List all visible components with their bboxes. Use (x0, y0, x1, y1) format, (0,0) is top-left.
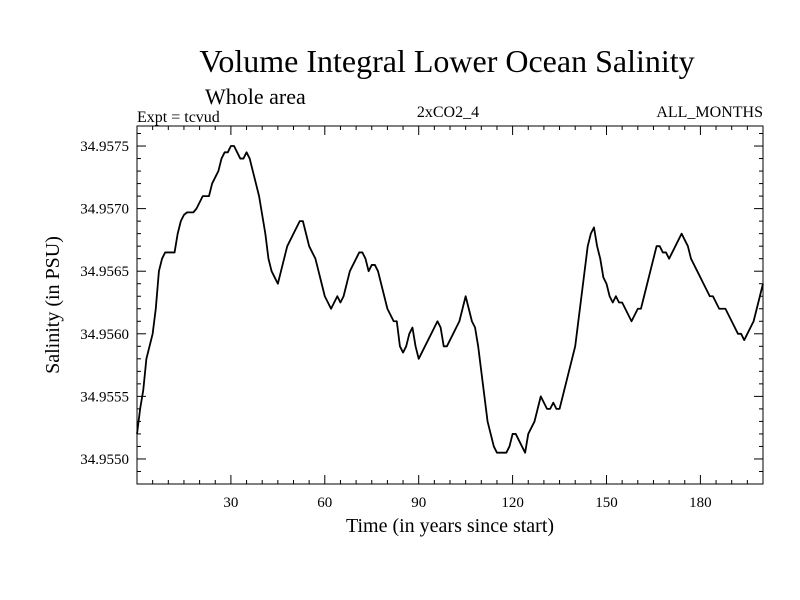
x-tick-label: 60 (317, 495, 332, 511)
period-label: ALL_MONTHS (656, 104, 763, 121)
x-tick-label: 30 (223, 495, 238, 511)
x-tick-label: 90 (411, 495, 426, 511)
x-tick-label: 180 (689, 495, 712, 511)
y-tick-label: 34.9550 (80, 452, 129, 468)
y-tick-label: 34.9570 (80, 202, 129, 218)
expt-label: Expt = tcvud (137, 109, 220, 126)
x-axis-label: Time (in years since start) (346, 515, 554, 537)
x-tick-label: 150 (595, 495, 618, 511)
y-tick-label: 34.9555 (80, 389, 129, 405)
y-tick-label: 34.9560 (80, 327, 129, 343)
y-axis-tick-labels: 34.9550 34.9555 34.9560 34.9565 34.9570 34.95… (80, 139, 129, 468)
x-tick-label: 120 (501, 495, 524, 511)
salinity-series-line (136, 145, 764, 454)
y-tick-label: 34.9565 (80, 264, 129, 280)
chart-subtitle: Whole area (205, 84, 306, 109)
run-label: 2xCO2_4 (417, 104, 479, 121)
y-tick-label: 34.9575 (80, 139, 129, 155)
chart-title: Volume Integral Lower Ocean Salinity (199, 43, 694, 79)
plot-area-frame (136, 125, 764, 485)
x-axis-tick-labels: 30 60 90 120 150 180 (223, 495, 711, 511)
y-axis-label: Salinity (in PSU) (42, 236, 64, 374)
x-axis-ticks (152, 126, 748, 484)
y-axis-ticks (137, 133, 763, 472)
